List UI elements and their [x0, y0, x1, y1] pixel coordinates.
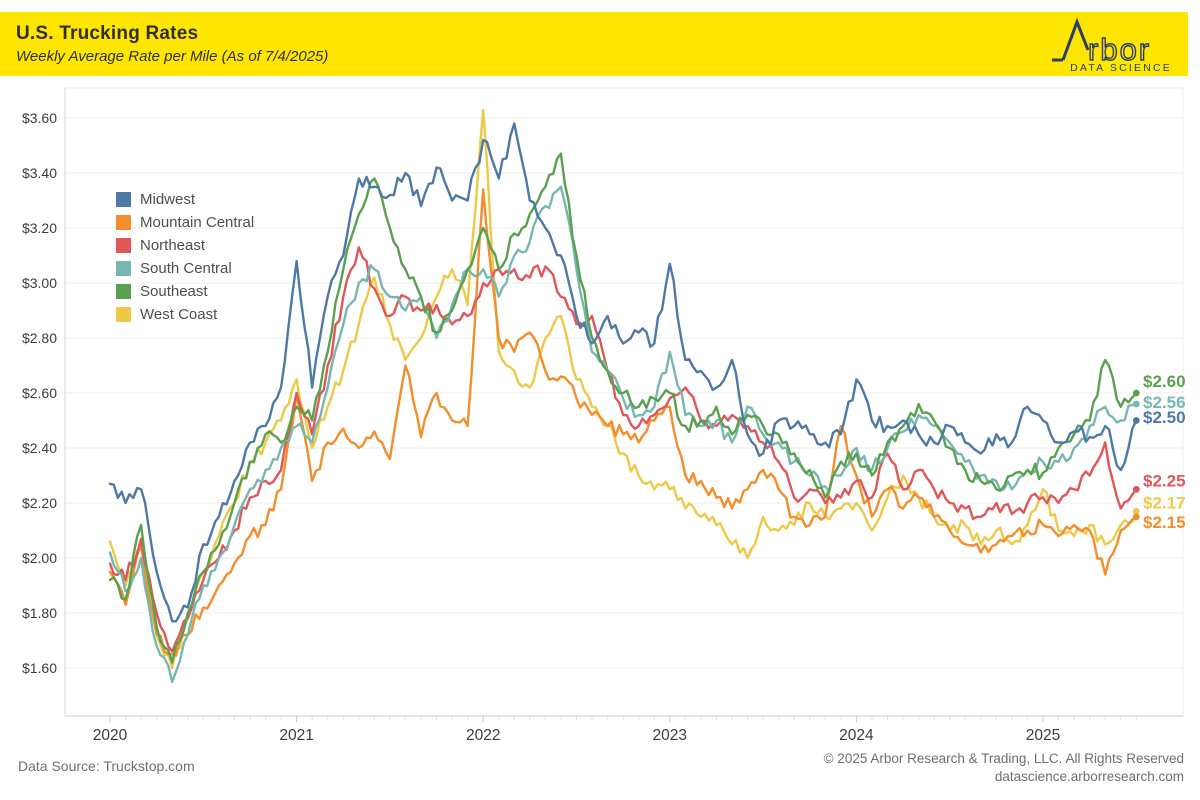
- legend-swatch: [116, 238, 131, 253]
- series-end-dot-west-coast: [1132, 507, 1140, 515]
- y-tick-label: $2.60: [22, 385, 57, 401]
- y-tick-label: $3.00: [22, 275, 57, 291]
- legend-item-mountain-central: Mountain Central: [116, 211, 254, 234]
- y-tick-label: $1.60: [22, 660, 57, 676]
- end-label-west-coast: $2.17: [1143, 493, 1186, 512]
- x-axis-labels: 2020 2021 2022 2023 2024 2025: [93, 716, 1137, 744]
- legend-label: Northeast: [140, 237, 206, 254]
- x-tick-label: 2020: [93, 727, 128, 744]
- x-tick-label: 2025: [1026, 727, 1060, 744]
- series-line-southeast: [108, 152, 1138, 664]
- copyright-text: © 2025 Arbor Research & Trading, LLC. Al…: [823, 751, 1184, 766]
- y-axis-labels: $1.60 $1.80 $2.00 $2.20 $2.40 $2.60 $2.80 $3.00…: [22, 110, 57, 676]
- end-label-northeast: $2.25: [1143, 471, 1186, 490]
- svg-text:rbor: rbor: [1088, 32, 1151, 67]
- legend-item-west-coast: West Coast: [116, 303, 254, 326]
- y-tick-label: $2.80: [22, 330, 57, 346]
- series-end-dot-southeast: [1132, 389, 1140, 397]
- series-end-dot-mountain-central: [1132, 513, 1140, 521]
- legend-label: Midwest: [140, 191, 196, 208]
- legend-item-southeast: Southeast: [116, 280, 254, 303]
- legend: Midwest Mountain Central Northeast South Ce…: [116, 188, 254, 326]
- legend-swatch: [116, 261, 131, 276]
- legend-item-northeast: Northeast: [116, 234, 254, 257]
- y-tick-label: $2.40: [22, 440, 57, 456]
- data-source-text: Data Source: Truckstop.com: [18, 758, 195, 774]
- legend-swatch: [116, 215, 131, 230]
- page-subtitle: Weekly Average Rate per Mile (As of 7/4/…: [16, 48, 329, 65]
- end-label-mountain-central: $2.15: [1143, 513, 1186, 532]
- series-lines: [108, 108, 1140, 683]
- gridlines: [65, 117, 1183, 669]
- x-tick-label: 2021: [279, 727, 313, 744]
- end-label-southeast: $2.60: [1143, 372, 1186, 391]
- series-line-northeast: [108, 246, 1138, 653]
- legend-swatch: [116, 307, 131, 322]
- svg-text:DATA SCIENCE: DATA SCIENCE: [1070, 62, 1172, 73]
- header-band: U.S. Trucking Rates Weekly Average Rate …: [0, 12, 1188, 76]
- end-label-midwest: $2.50: [1143, 408, 1186, 427]
- chart-svg: $1.60 $1.80 $2.00 $2.20 $2.40 $2.60 $2.80 $3.00…: [22, 87, 1186, 744]
- x-tick-label: 2022: [466, 727, 500, 744]
- website-text: datascience.arborresearch.com: [994, 769, 1184, 784]
- series-line-mountain-central: [108, 188, 1138, 657]
- y-tick-label: $3.40: [22, 165, 57, 181]
- page-title: U.S. Trucking Rates: [16, 23, 199, 44]
- legend-swatch: [116, 192, 131, 207]
- y-tick-label: $3.60: [22, 110, 57, 126]
- series-line-west-coast: [108, 108, 1138, 670]
- y-tick-label: $2.20: [22, 495, 57, 511]
- legend-label: West Coast: [140, 306, 218, 323]
- y-tick-label: $1.80: [22, 605, 57, 621]
- series-line-midwest: [108, 122, 1138, 623]
- y-tick-label: $3.20: [22, 220, 57, 236]
- arbor-logo: rbor DATA SCIENCE: [1048, 15, 1174, 73]
- legend-swatch: [116, 284, 131, 299]
- series-end-dot-south-central: [1132, 400, 1140, 408]
- series-line-south-central: [108, 185, 1138, 683]
- legend-label: South Central: [140, 260, 232, 277]
- series-end-dot-northeast: [1132, 485, 1140, 493]
- end-label-south-central: $2.56: [1143, 393, 1186, 412]
- series-end-dot-midwest: [1132, 417, 1140, 424]
- legend-item-midwest: Midwest: [116, 188, 254, 211]
- chart-area: $1.60 $1.80 $2.00 $2.20 $2.40 $2.60 $2.80 $3.00…: [0, 76, 1200, 748]
- end-labels: $2.17$2.15 $2.25 $2.56 $2.60 $2.50: [1143, 372, 1186, 532]
- footer: Data Source: Truckstop.com © 2025 Arbor …: [0, 748, 1200, 800]
- arbor-logo-icon: rbor DATA SCIENCE: [1052, 17, 1172, 73]
- y-tick-label: $2.00: [22, 550, 57, 566]
- legend-item-south-central: South Central: [116, 257, 254, 280]
- legend-label: Mountain Central: [140, 214, 255, 231]
- x-tick-label: 2023: [653, 727, 687, 744]
- x-tick-label: 2024: [839, 727, 874, 744]
- legend-label: Southeast: [140, 283, 208, 300]
